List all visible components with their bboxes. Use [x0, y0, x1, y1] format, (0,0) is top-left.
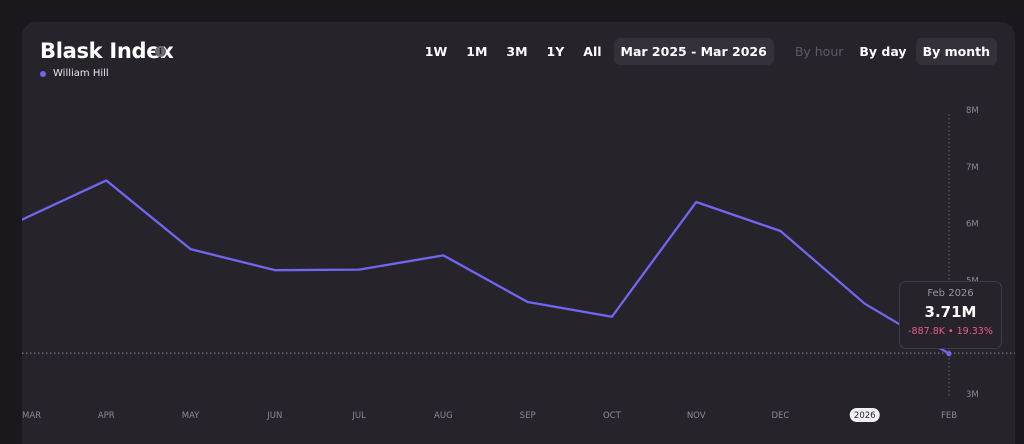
x-tick-label: OCT: [603, 411, 622, 421]
legend-dot: [40, 70, 46, 77]
x-tick-highlight: [849, 408, 880, 422]
x-tick-label: FEB: [941, 411, 957, 421]
x-tick-label: JUN: [266, 411, 282, 421]
line-chart[interactable]: 3M4M5M6M7M8MMARAPRMAYJUNJULAUGSEPOCTNOVD…: [22, 22, 1015, 444]
x-tick-label: 2026: [854, 411, 876, 421]
tooltip-change: -887.8K • 19.33%: [908, 326, 993, 337]
x-tick-label: MAY: [182, 411, 200, 421]
legend-label: William Hill: [53, 68, 109, 79]
granularity-day-button[interactable]: By day: [859, 44, 907, 59]
x-tick-label: MAR: [22, 411, 41, 421]
range-1w-button[interactable]: 1W: [424, 44, 448, 59]
x-tick-label: APR: [98, 411, 115, 421]
x-tick-label: AUG: [434, 411, 453, 421]
tooltip-value: 3.71M: [924, 303, 977, 321]
range-all-button[interactable]: All: [583, 44, 602, 59]
data-point[interactable]: [946, 351, 952, 357]
granularity-hour-button[interactable]: By hour: [794, 44, 844, 59]
y-tick-label: 6M: [966, 220, 979, 230]
range-3m-button[interactable]: 3M: [506, 44, 528, 59]
tooltip-date: Feb 2026: [927, 288, 974, 299]
x-tick-label: DEC: [772, 411, 790, 421]
y-tick-label: 7M: [966, 163, 979, 173]
chart-card: Blask Index i William Hill 1W 1M 3M 1Y A…: [22, 22, 1015, 444]
y-tick-label: 8M: [966, 106, 979, 116]
x-tick-label: NOV: [687, 411, 706, 421]
granularity-month-button[interactable]: By month: [915, 38, 997, 65]
chart-tooltip: Feb 2026 3.71M -887.8K • 19.33%: [899, 281, 1002, 349]
chart-controls: 1W 1M 3M 1Y All Mar 2025 - Mar 2026 By h…: [413, 38, 997, 65]
date-range-picker[interactable]: Mar 2025 - Mar 2026: [613, 38, 774, 65]
page-title: Blask Index: [40, 39, 174, 63]
legend: William Hill: [40, 68, 109, 79]
y-tick-label: 3M: [966, 390, 979, 400]
series-line-0: [22, 179, 951, 355]
x-tick-label: SEP: [520, 411, 536, 421]
info-icon[interactable]: i: [155, 46, 166, 57]
range-1m-button[interactable]: 1M: [466, 44, 488, 59]
x-tick-label: JUL: [351, 411, 366, 421]
range-1y-button[interactable]: 1Y: [546, 44, 565, 59]
